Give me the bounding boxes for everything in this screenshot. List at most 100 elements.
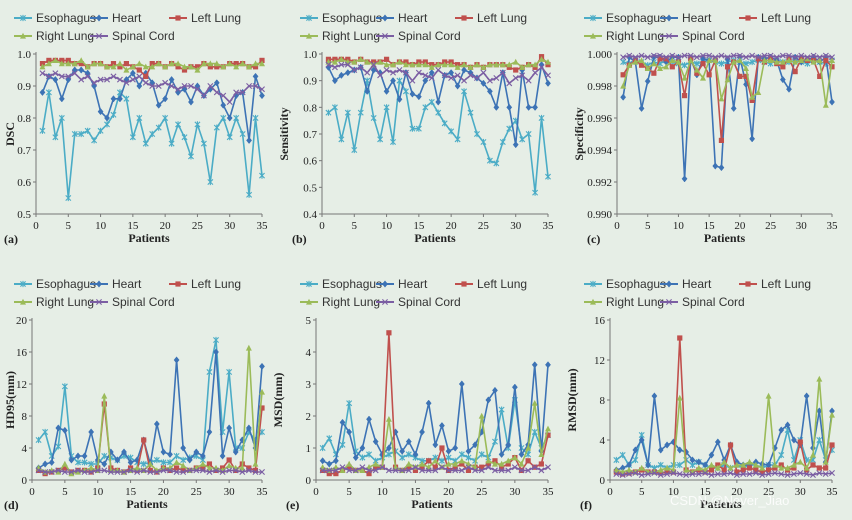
panel-label: (b) bbox=[292, 232, 307, 246]
data-point bbox=[435, 98, 442, 106]
data-point bbox=[822, 458, 829, 465]
data-point bbox=[749, 52, 756, 59]
data-point bbox=[810, 52, 817, 59]
data-point bbox=[338, 61, 345, 68]
data-point bbox=[727, 470, 734, 476]
data-point bbox=[712, 54, 719, 61]
data-point bbox=[213, 336, 219, 344]
data-point bbox=[396, 77, 403, 84]
data-point bbox=[458, 451, 465, 458]
data-point bbox=[344, 61, 351, 68]
data-point bbox=[101, 467, 108, 474]
data-point bbox=[399, 447, 406, 455]
data-point bbox=[383, 56, 390, 62]
data-point bbox=[657, 472, 664, 478]
data-point bbox=[736, 57, 743, 63]
y-tick-label: 1.0 bbox=[303, 49, 317, 61]
y-axis-title: Sensitivity bbox=[277, 107, 291, 160]
legend-item: Esophagus bbox=[14, 277, 96, 291]
data-point bbox=[252, 64, 259, 70]
x-tick-label: 30 bbox=[224, 220, 236, 232]
data-point bbox=[445, 447, 452, 455]
data-point bbox=[485, 457, 492, 464]
data-point bbox=[162, 79, 169, 86]
data-point bbox=[486, 77, 493, 84]
data-point bbox=[651, 70, 657, 76]
data-point bbox=[181, 83, 188, 89]
x-tick-label: 20 bbox=[734, 220, 746, 232]
data-point bbox=[780, 64, 786, 70]
data-point bbox=[259, 469, 265, 475]
y-tick-label: 0.9 bbox=[17, 81, 31, 93]
data-point bbox=[493, 61, 500, 68]
data-point bbox=[373, 464, 379, 470]
data-point bbox=[485, 396, 492, 404]
data-point bbox=[402, 69, 409, 76]
data-point bbox=[226, 134, 233, 141]
data-point bbox=[46, 57, 52, 63]
data-point bbox=[81, 469, 88, 475]
data-point bbox=[199, 460, 206, 467]
data-point bbox=[246, 83, 253, 89]
series-heart bbox=[35, 348, 265, 472]
data-point bbox=[693, 66, 700, 73]
data-point bbox=[180, 469, 187, 475]
data-point bbox=[743, 65, 749, 71]
legend-label: Spinal Cord bbox=[682, 295, 745, 309]
data-point bbox=[492, 386, 498, 394]
series-left-lung bbox=[620, 56, 835, 143]
data-point bbox=[110, 63, 117, 70]
x-tick-label: 35 bbox=[543, 220, 555, 232]
y-tick-label: 0.6 bbox=[17, 177, 31, 189]
legend-marker bbox=[461, 281, 467, 287]
y-tick-label: 0.998 bbox=[587, 81, 612, 93]
data-point bbox=[390, 69, 397, 76]
data-point bbox=[405, 438, 412, 446]
data-point bbox=[385, 416, 392, 422]
data-point bbox=[525, 130, 532, 138]
data-point bbox=[689, 471, 696, 477]
data-point bbox=[213, 89, 220, 96]
data-point bbox=[511, 383, 518, 391]
data-point bbox=[432, 457, 439, 464]
legend-label: Esophagus bbox=[36, 277, 96, 291]
x-tick-label: 15 bbox=[410, 486, 422, 498]
data-point bbox=[721, 471, 728, 477]
data-point bbox=[331, 77, 338, 85]
data-point bbox=[432, 467, 439, 474]
data-point bbox=[452, 467, 459, 474]
data-point bbox=[331, 58, 338, 65]
data-point bbox=[761, 52, 768, 59]
y-tick-label: 5 bbox=[306, 315, 312, 327]
data-point bbox=[377, 72, 384, 79]
data-point bbox=[676, 471, 683, 477]
data-point bbox=[175, 86, 182, 93]
data-point bbox=[213, 124, 220, 131]
data-point bbox=[239, 469, 246, 475]
x-tick-label: 10 bbox=[673, 220, 685, 232]
data-point bbox=[683, 472, 690, 478]
data-point bbox=[65, 60, 72, 67]
data-point bbox=[319, 444, 326, 452]
data-point bbox=[162, 114, 169, 122]
data-point bbox=[505, 441, 512, 449]
data-point bbox=[75, 467, 81, 474]
data-point bbox=[493, 160, 500, 167]
y-tick-label: 3 bbox=[306, 379, 312, 391]
data-point bbox=[677, 335, 683, 341]
data-point bbox=[545, 425, 551, 432]
data-point bbox=[239, 130, 246, 138]
data-point bbox=[445, 454, 452, 461]
data-point bbox=[78, 130, 85, 138]
data-point bbox=[319, 457, 326, 465]
data-point bbox=[71, 70, 78, 77]
y-tick-label: 0.6 bbox=[303, 156, 317, 168]
data-point bbox=[252, 460, 259, 467]
data-point bbox=[491, 460, 498, 467]
data-point bbox=[39, 127, 46, 134]
legend-marker bbox=[382, 14, 388, 22]
data-point bbox=[366, 451, 373, 458]
data-point bbox=[214, 64, 220, 70]
data-point bbox=[61, 460, 68, 467]
data-point bbox=[319, 467, 326, 474]
